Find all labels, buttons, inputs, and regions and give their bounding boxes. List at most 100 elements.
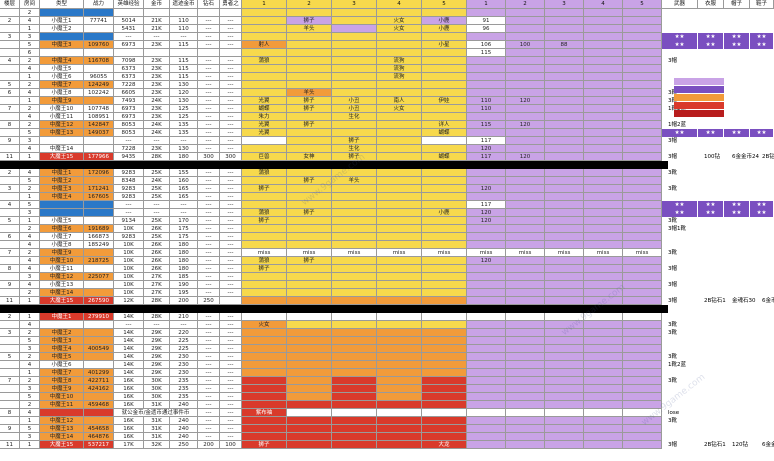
cell-gem: ---: [198, 385, 220, 393]
hero-cell: [467, 9, 506, 17]
cell-room: 2: [20, 401, 40, 409]
cell-exp: 10K: [114, 225, 144, 233]
hero-cell: [623, 385, 662, 393]
hero-cell: [242, 281, 287, 289]
hero-cell: [332, 433, 377, 441]
cell-power: 77741: [84, 17, 114, 25]
hero-cell: [584, 361, 623, 369]
cell-room: 3: [20, 33, 40, 41]
hero-cell: 120: [467, 185, 506, 193]
table-row: 3 中魔王9 424162 16K 30K 235 --- ---: [0, 385, 668, 393]
cell-type: 中魔王3: [40, 41, 84, 49]
cell-proof: ---: [220, 137, 242, 145]
cell-power: 267590: [84, 297, 114, 305]
hero-cell: [332, 313, 377, 321]
table-row: 9 5 中魔王13 454658 16K 31K 240 --- ---: [0, 425, 668, 433]
cell-floor: 8: [0, 409, 20, 417]
hero-cell: [506, 105, 545, 113]
reward-text: 3靴: [668, 378, 677, 384]
hero-cell: [506, 193, 545, 201]
reward-cell: [668, 17, 774, 25]
reward-cell: 3帽 100钻 6金金币242B钻石1: [668, 153, 774, 161]
hero-cell: [545, 57, 584, 65]
hero-cell: [242, 65, 287, 73]
hero-cell: [545, 105, 584, 113]
hero-cell: 117: [467, 153, 506, 161]
hero-cell: [332, 417, 377, 425]
hero-cell: [422, 169, 467, 177]
cell-type: 中魔王12: [40, 417, 84, 425]
cell-room: 3: [20, 273, 40, 281]
header-cell: 勇者之证: [220, 0, 242, 16]
cell-gold: ---: [144, 209, 170, 217]
table-row: 2 中魔王6 191689 10K 26K 175 --- ---: [0, 225, 668, 233]
table-row: 4 小魔王11 108951 6973 23K 125 --- --- 朱力 生化: [0, 113, 668, 121]
cell-proof: ---: [220, 281, 242, 289]
cell-relic: 180: [170, 265, 198, 273]
hero-cell: [623, 353, 662, 361]
reward-cell: 3帽1靴: [668, 225, 774, 233]
cell-gold: 29K: [144, 361, 170, 369]
reward-text: 3帽: [668, 282, 677, 288]
hero-cell: [545, 209, 584, 217]
hero-cell: 117: [467, 201, 506, 209]
hero-cell: [506, 89, 545, 97]
table-row: 1 小魔王6 96055 6373 23K 115 --- --- 流狗: [0, 73, 668, 81]
hero-cell: [623, 417, 662, 425]
hero-cell: [287, 193, 332, 201]
hero-cell: 大龙: [422, 441, 467, 449]
cell-room: 3: [20, 385, 40, 393]
hero-cell: [377, 89, 422, 97]
hero-cell: [287, 113, 332, 121]
hero-cell: [332, 377, 377, 385]
cell-type: [40, 209, 84, 217]
hero-cell: [422, 137, 467, 145]
reward-text: 3靴: [668, 98, 677, 104]
hero-cell: [545, 265, 584, 273]
hero-cell: [422, 9, 467, 17]
hero-cell: 120: [506, 121, 545, 129]
cell-proof: ---: [220, 401, 242, 409]
hero-cell: [623, 9, 662, 17]
cell-gem: ---: [198, 281, 220, 289]
hero-cell: [287, 233, 332, 241]
cell-type: 中魔王3: [40, 185, 84, 193]
hero-cell: 115: [467, 49, 506, 57]
cell-floor: 2: [0, 17, 20, 25]
cell-gold: 29K: [144, 353, 170, 361]
cell-type: 小魔王11: [40, 113, 84, 121]
cell-gold: 29K: [144, 329, 170, 337]
hero-cell: [377, 201, 422, 209]
star-icon: ★★: [698, 129, 724, 137]
reward-cell: 3靴: [668, 329, 774, 337]
hero-cell: [332, 209, 377, 217]
hero-cell: [545, 337, 584, 345]
hero-cell: [506, 225, 545, 233]
hero-cell: [623, 25, 662, 33]
cell-exp: 16K: [114, 433, 144, 441]
hero-cell: [242, 81, 287, 89]
hero-cell: [467, 113, 506, 121]
cell-gem: ---: [198, 337, 220, 345]
hero-cell: [242, 17, 287, 25]
reward-cell: [668, 193, 774, 201]
reward-text: 3靴: [668, 170, 677, 176]
cell-power: [84, 321, 114, 329]
reward-text: 3靴: [668, 322, 677, 328]
reward-cell: 3靴: [668, 417, 774, 425]
cell-room: 2: [20, 289, 40, 297]
cell-gold: 23K: [144, 89, 170, 97]
hero-cell: [422, 401, 467, 409]
hero-cell: [545, 409, 584, 417]
cell-type: 中魔王14: [40, 433, 84, 441]
cell-proof: ---: [220, 417, 242, 425]
hero-cell: [467, 393, 506, 401]
hero-cell: [467, 377, 506, 385]
hero-cell: [467, 193, 506, 201]
cell-power: [84, 361, 114, 369]
hero-cell: [332, 345, 377, 353]
hero-cell: [422, 89, 467, 97]
hero-cell: [377, 177, 422, 185]
hero-cell: 120: [467, 145, 506, 153]
